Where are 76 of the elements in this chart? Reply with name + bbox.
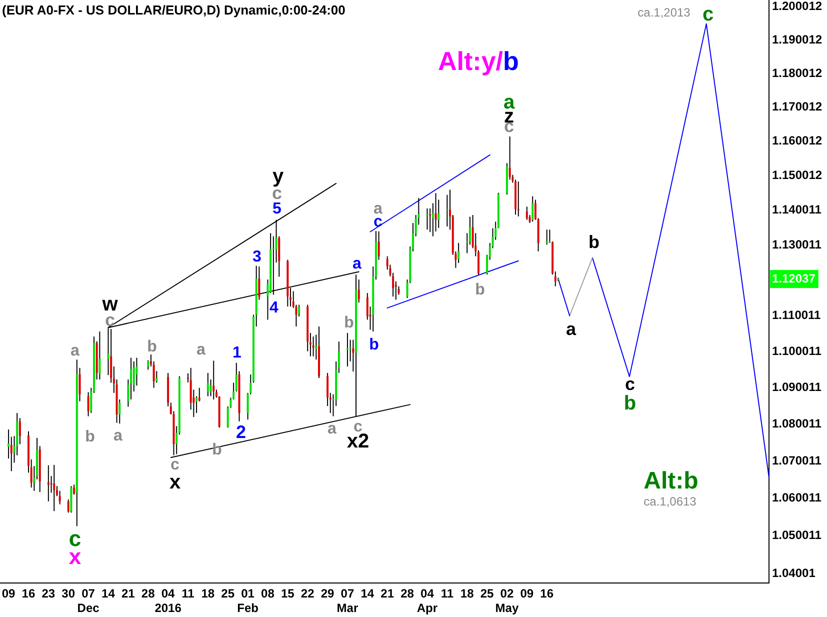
annotation: a — [374, 200, 383, 218]
annotation: b — [624, 392, 636, 415]
annotation: a — [114, 427, 123, 444]
x-tick-label: 04 2016 — [154, 586, 182, 615]
annotation: 3 — [252, 248, 262, 266]
annotation: b — [147, 338, 158, 356]
annotation: 1 — [232, 344, 242, 362]
annotation: a — [328, 420, 337, 438]
y-tick-label: 1.140011 — [772, 202, 822, 216]
x-tick-label: 18 — [460, 586, 474, 601]
x-tick-label: 15 — [280, 586, 295, 601]
y-tick-label: 1.070011 — [772, 453, 822, 468]
annotation: 5 — [272, 200, 282, 218]
x-tick-label: 11 — [440, 586, 454, 601]
annotation: b — [344, 314, 354, 332]
x-tick-label: 11 — [182, 586, 195, 601]
annotation: b — [369, 336, 380, 354]
annotation: x — [169, 472, 181, 494]
y-tick-label: 1.050011 — [772, 528, 822, 542]
x-tick-label: 22 — [300, 586, 315, 601]
y-tick-label: 1.060011 — [772, 490, 822, 505]
annotation: c — [624, 374, 636, 394]
annotation: c — [702, 4, 714, 26]
annotation: a — [70, 342, 80, 360]
annotation: a — [352, 255, 362, 272]
x-tick-label: 04 Apr — [416, 586, 438, 615]
y-tick-label: 1.160012 — [772, 134, 822, 148]
annotation: Alt:b — [644, 468, 698, 495]
annotation: 4 — [270, 299, 279, 316]
y-tick-label: 1.170012 — [772, 100, 822, 114]
annotation: Alt:y/ — [438, 46, 503, 76]
annotation: b — [85, 428, 96, 446]
x-tick-label: 07 Dec — [77, 586, 100, 615]
annotation: b — [588, 232, 600, 252]
x-tick-label: 16 — [22, 586, 36, 601]
annotation: x2 — [346, 430, 370, 453]
x-tick-label: 14 — [360, 586, 374, 601]
annotation: a — [196, 341, 206, 358]
y-tick-label: 1.110011 — [772, 308, 822, 322]
x-tick-label: 09 — [2, 586, 16, 601]
y-tick-label: 1.04001 — [772, 566, 816, 580]
y-tick-label: 1.130011 — [772, 237, 822, 252]
y-tick-label: 1.150012 — [772, 168, 822, 182]
y-tick-label: 1.180012 — [772, 66, 822, 80]
x-tick-label: 07 Mar — [336, 586, 358, 615]
x-tick-label: 14 — [102, 586, 116, 601]
x-tick-label: 16 — [540, 586, 554, 601]
x-tick-label: 08 — [261, 586, 275, 601]
y-tick-label: 1.200012 — [772, 0, 822, 14]
x-tick-label: 09 — [520, 586, 534, 601]
x-tick-label: 25 — [221, 586, 235, 601]
annotation: a — [566, 318, 577, 339]
annotation: b — [503, 46, 519, 76]
x-tick-label: 01 Feb — [237, 586, 258, 615]
annotation: c — [170, 456, 180, 474]
x-tick-label: 21 — [121, 586, 136, 601]
chart-title: (EUR A0-FX - US DOLLAR/EURO,D) Dynamic,0:00-24:00 — [2, 2, 346, 18]
y-tick-label: 1.12037 — [772, 271, 816, 286]
x-tick-label: 28 — [400, 586, 414, 601]
x-tick-label: 30 — [62, 586, 76, 601]
y-tick-label: 1.080011 — [772, 416, 822, 431]
annotation: ca.1,2013 — [638, 5, 691, 20]
annotation: 2 — [236, 422, 246, 442]
x-tick-label: 21 — [380, 586, 394, 601]
annotation: b — [475, 281, 486, 298]
x-tick-label: 18 — [201, 586, 215, 601]
annotation: c — [68, 526, 82, 552]
x-tick-label: 23 — [42, 586, 56, 601]
x-tick-label: 02 May — [495, 586, 519, 615]
y-tick-label: 1.190012 — [772, 32, 822, 46]
x-tick-label: 29 — [320, 586, 335, 601]
x-tick-label: 25 — [480, 586, 494, 601]
y-tick-label: 1.100011 — [772, 344, 822, 358]
y-tick-label: 1.090011 — [772, 380, 822, 394]
x-tick-label: 28 — [141, 586, 156, 601]
annotation: ca.1,0613 — [644, 494, 697, 508]
